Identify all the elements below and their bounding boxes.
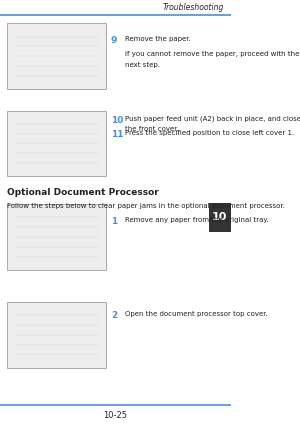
Text: Remove any paper from the original tray.: Remove any paper from the original tray. xyxy=(125,217,268,223)
Text: 10: 10 xyxy=(212,212,228,222)
Text: next step.: next step. xyxy=(125,62,160,68)
Text: Press the specified position to close left cover 1.: Press the specified position to close le… xyxy=(125,130,294,136)
Text: 1: 1 xyxy=(111,217,117,226)
FancyBboxPatch shape xyxy=(7,110,106,176)
Text: Open the document processor top cover.: Open the document processor top cover. xyxy=(125,311,268,317)
Text: 11: 11 xyxy=(111,130,123,139)
Text: the front cover.: the front cover. xyxy=(125,126,178,132)
Text: If you cannot remove the paper, proceed with the: If you cannot remove the paper, proceed … xyxy=(125,51,299,57)
Text: 10-25: 10-25 xyxy=(103,411,127,420)
Text: Optional Document Processor: Optional Document Processor xyxy=(7,188,159,197)
Text: Troubleshooting: Troubleshooting xyxy=(163,3,224,12)
FancyBboxPatch shape xyxy=(7,204,106,270)
Text: 9: 9 xyxy=(111,36,117,45)
Text: 10: 10 xyxy=(111,116,123,125)
FancyBboxPatch shape xyxy=(209,203,231,232)
Text: Push paper feed unit (A2) back in place, and close: Push paper feed unit (A2) back in place,… xyxy=(125,116,300,122)
FancyBboxPatch shape xyxy=(7,23,106,89)
Text: 2: 2 xyxy=(111,311,117,320)
FancyBboxPatch shape xyxy=(7,302,106,368)
Text: Follow the steps below to clear paper jams in the optional document processor.: Follow the steps below to clear paper ja… xyxy=(7,203,285,209)
Text: Remove the paper.: Remove the paper. xyxy=(125,36,190,42)
